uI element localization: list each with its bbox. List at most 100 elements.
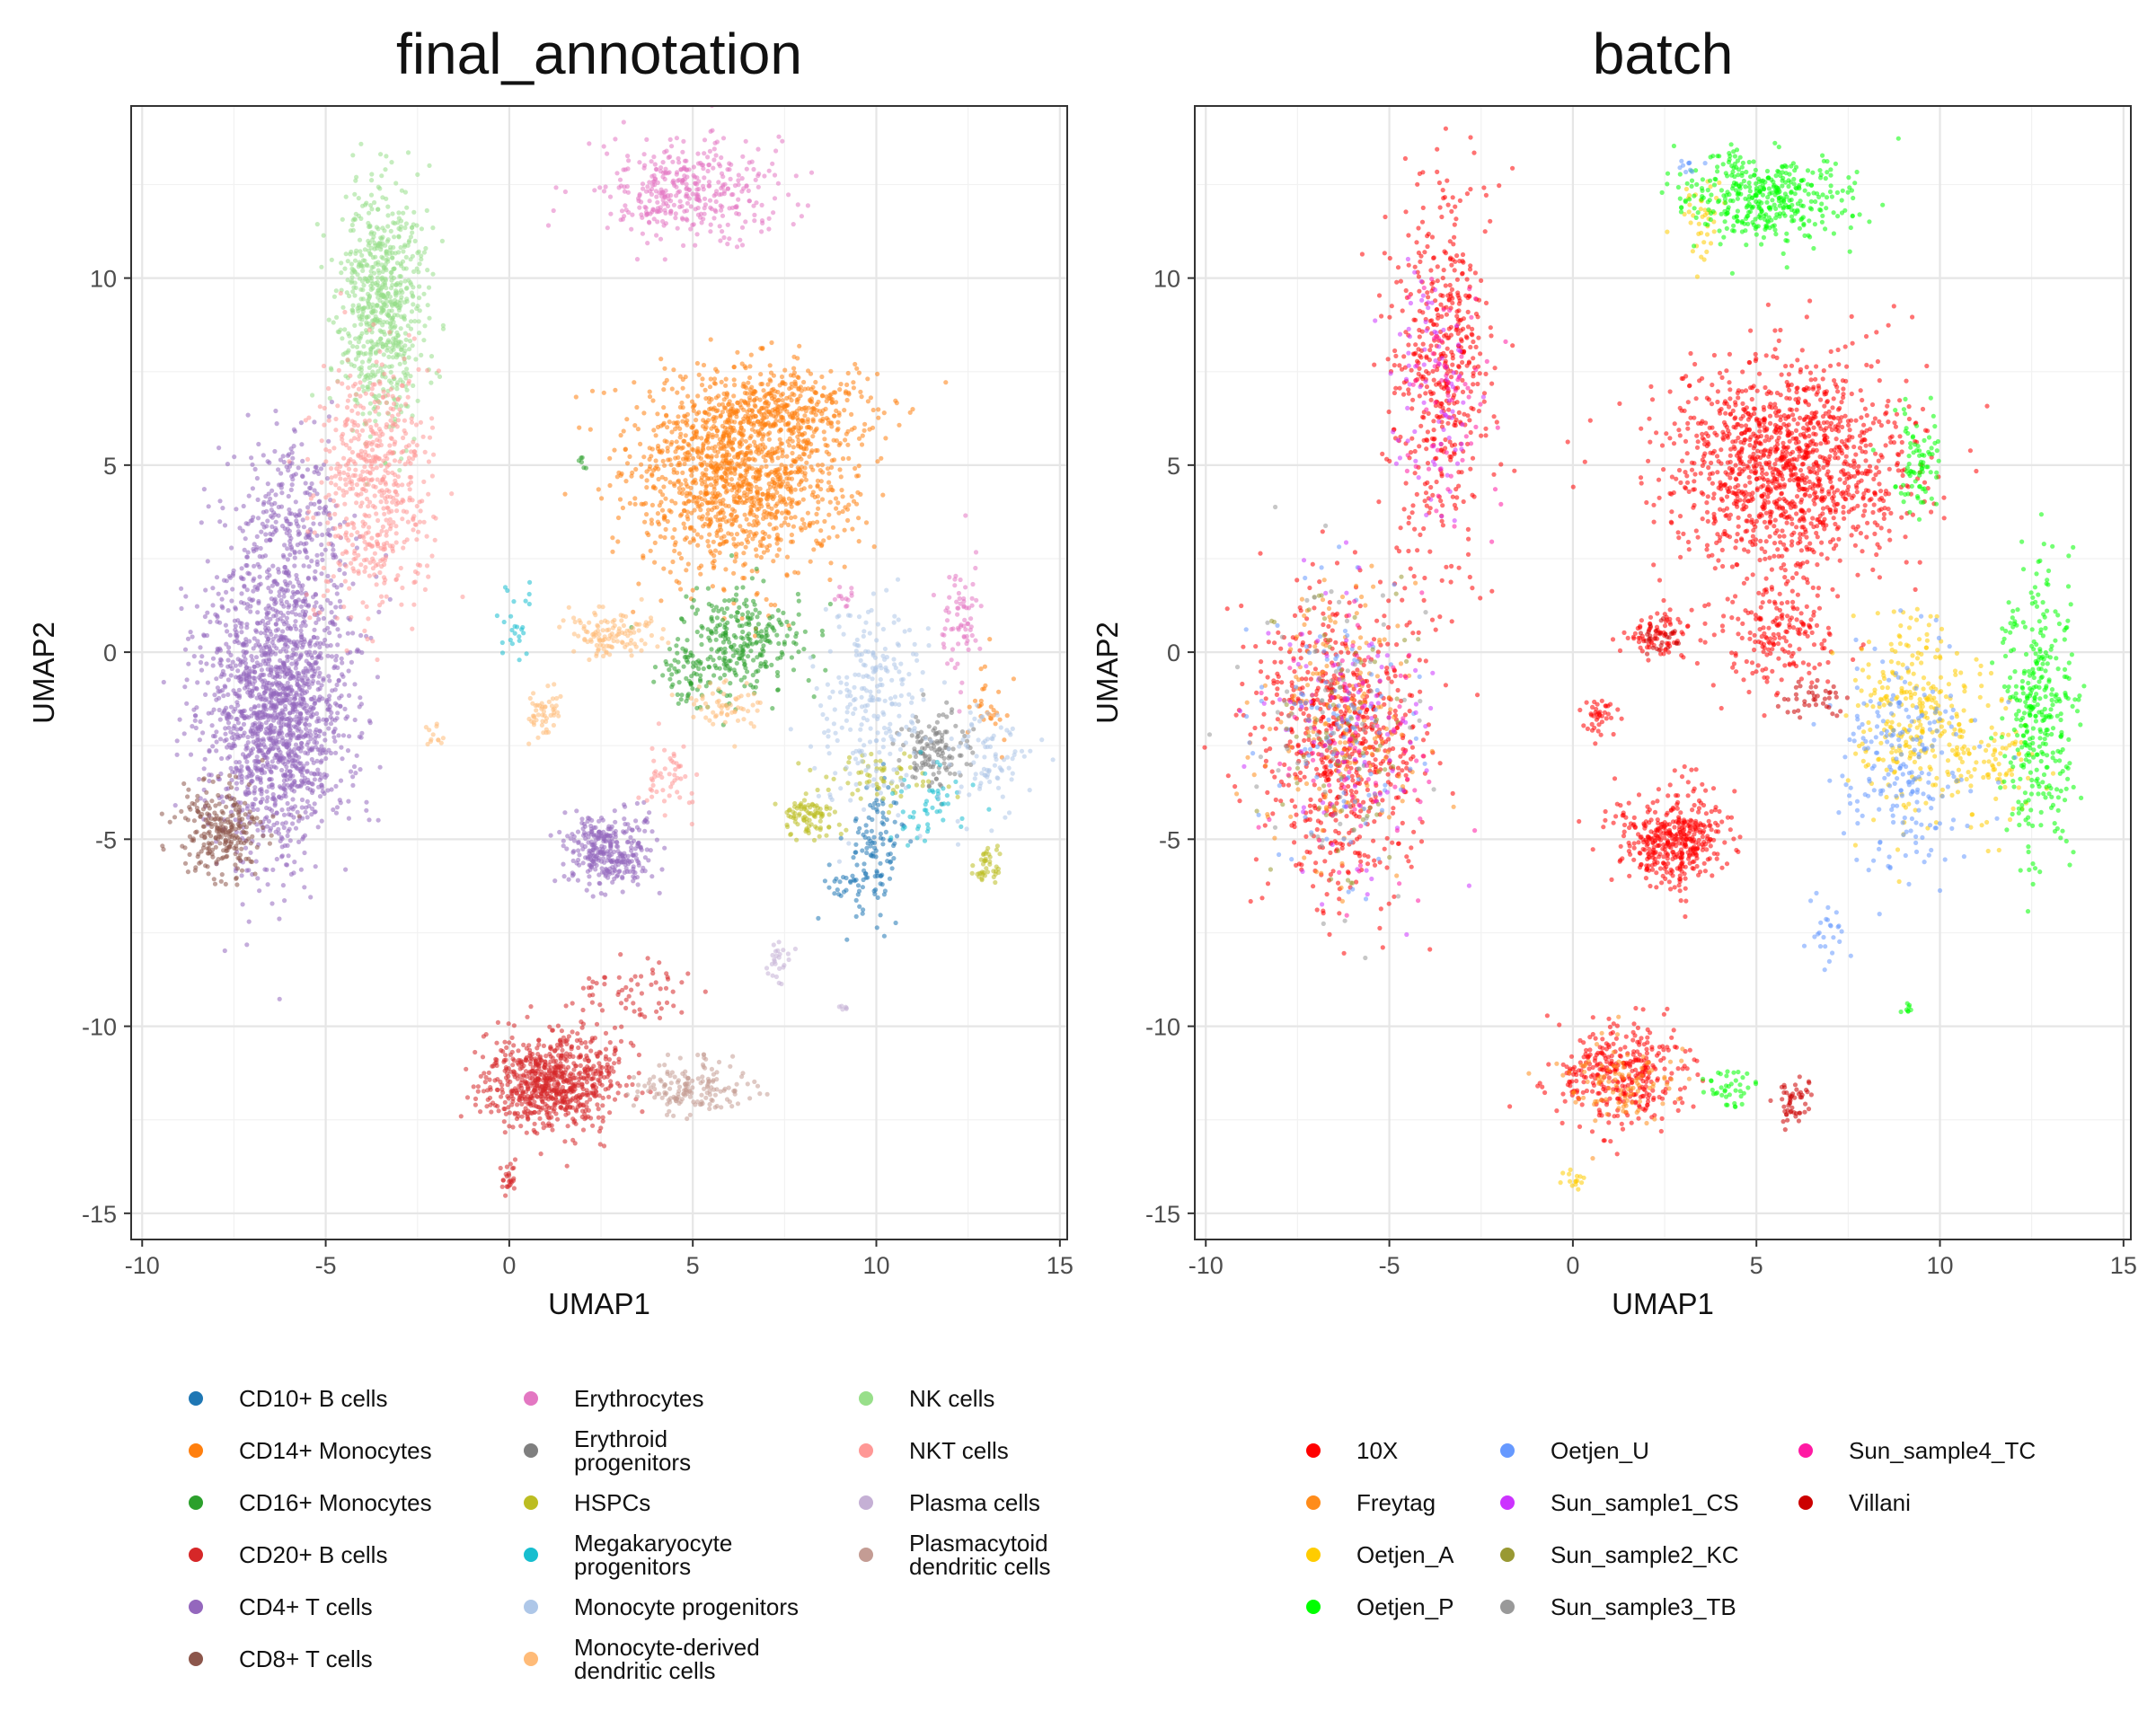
data-point bbox=[695, 450, 700, 454]
data-point bbox=[269, 632, 273, 637]
data-point bbox=[587, 1108, 591, 1113]
data-point bbox=[317, 645, 322, 649]
data-point bbox=[632, 380, 636, 384]
data-point bbox=[318, 686, 323, 691]
data-point bbox=[228, 633, 233, 638]
data-point bbox=[251, 722, 255, 727]
data-point bbox=[649, 517, 654, 522]
data-point bbox=[263, 703, 268, 708]
data-point bbox=[693, 507, 697, 512]
data-point bbox=[276, 467, 280, 472]
data-point bbox=[645, 478, 649, 482]
data-point bbox=[300, 805, 305, 809]
data-point bbox=[317, 506, 322, 510]
data-point bbox=[208, 620, 212, 624]
data-point bbox=[731, 536, 736, 541]
data-point bbox=[331, 622, 335, 626]
data-point bbox=[740, 585, 745, 589]
data-point bbox=[317, 499, 322, 504]
data-point bbox=[707, 396, 711, 401]
data-point bbox=[604, 1047, 608, 1052]
data-point bbox=[709, 647, 713, 651]
data-point bbox=[355, 754, 359, 758]
data-point bbox=[598, 1064, 603, 1069]
data-point bbox=[742, 490, 747, 495]
data-point bbox=[304, 610, 308, 614]
data-point bbox=[326, 726, 331, 730]
data-point bbox=[766, 639, 771, 643]
data-point bbox=[300, 716, 305, 720]
data-point bbox=[744, 463, 748, 467]
data-point bbox=[546, 1063, 551, 1067]
data-point bbox=[266, 726, 270, 730]
data-point bbox=[686, 561, 691, 566]
data-point bbox=[729, 614, 733, 619]
data-point bbox=[183, 594, 188, 598]
data-point bbox=[775, 390, 780, 394]
data-point bbox=[257, 675, 261, 680]
data-point bbox=[311, 712, 315, 717]
data-point bbox=[287, 758, 291, 763]
data-point bbox=[508, 1110, 512, 1115]
data-point bbox=[512, 1186, 517, 1190]
data-point bbox=[229, 545, 234, 550]
data-point bbox=[879, 913, 883, 917]
data-point bbox=[775, 533, 780, 537]
data-point bbox=[758, 498, 763, 502]
data-point bbox=[580, 1115, 585, 1119]
data-point bbox=[649, 983, 653, 987]
data-point bbox=[590, 1001, 595, 1005]
data-point bbox=[343, 716, 348, 720]
data-point bbox=[337, 696, 341, 701]
data-point bbox=[255, 759, 260, 763]
data-point bbox=[786, 511, 791, 516]
data-point bbox=[879, 835, 883, 840]
data-point bbox=[613, 1026, 617, 1030]
data-point bbox=[780, 650, 784, 655]
data-point bbox=[287, 494, 291, 498]
data-point bbox=[560, 1100, 564, 1105]
data-point bbox=[658, 357, 663, 361]
data-point bbox=[282, 590, 287, 595]
data-point bbox=[841, 456, 845, 461]
data-point bbox=[578, 1071, 582, 1075]
data-point bbox=[240, 873, 244, 878]
data-point bbox=[538, 1054, 543, 1059]
data-point bbox=[608, 1040, 613, 1045]
data-point bbox=[690, 654, 694, 658]
data-point bbox=[294, 627, 298, 631]
data-point bbox=[631, 610, 635, 614]
data-point bbox=[288, 769, 293, 773]
data-point bbox=[679, 401, 684, 405]
data-point bbox=[316, 785, 321, 790]
data-point bbox=[255, 828, 260, 833]
data-point bbox=[265, 798, 270, 803]
data-point bbox=[247, 675, 252, 679]
data-point bbox=[350, 581, 355, 586]
data-point bbox=[791, 525, 796, 529]
data-point bbox=[864, 876, 869, 880]
data-point bbox=[715, 505, 720, 509]
data-point bbox=[335, 805, 340, 809]
data-point bbox=[539, 1070, 543, 1074]
data-point bbox=[656, 425, 660, 429]
data-point bbox=[835, 500, 840, 505]
data-point bbox=[264, 720, 269, 725]
data-point bbox=[242, 716, 246, 720]
data-point bbox=[302, 885, 306, 889]
data-point bbox=[281, 604, 286, 609]
data-point bbox=[750, 576, 755, 580]
data-point bbox=[535, 1105, 540, 1109]
data-point bbox=[666, 519, 670, 524]
data-point bbox=[747, 444, 752, 448]
data-point bbox=[234, 639, 239, 643]
data-point bbox=[654, 464, 658, 469]
data-point bbox=[237, 688, 242, 692]
data-point bbox=[800, 528, 804, 533]
data-point bbox=[646, 956, 650, 960]
data-point bbox=[879, 874, 883, 878]
data-point bbox=[294, 518, 298, 523]
data-point bbox=[504, 1045, 508, 1050]
data-point bbox=[667, 419, 672, 424]
data-point bbox=[319, 543, 323, 547]
